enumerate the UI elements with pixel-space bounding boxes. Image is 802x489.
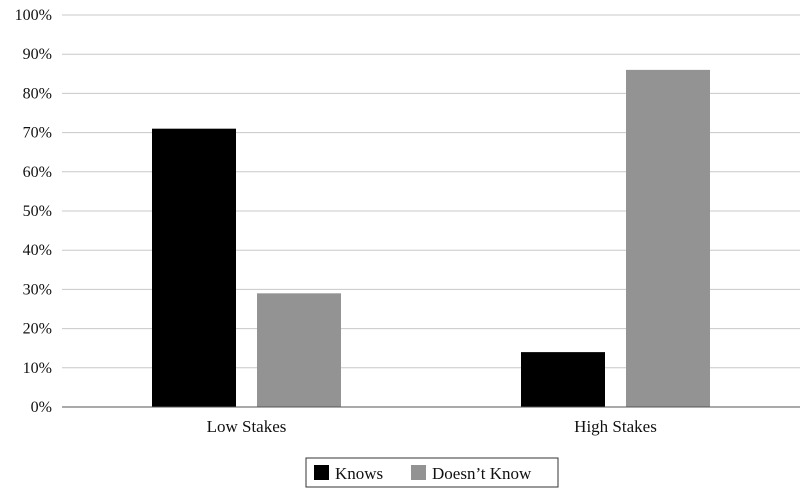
y-tick-label: 70% — [23, 125, 52, 142]
x-category-label: High Stakes — [574, 417, 657, 436]
bar-high-stakes-doesn-t-know — [626, 69, 710, 407]
y-tick-label: 0% — [31, 399, 52, 416]
y-tick-label: 30% — [23, 281, 52, 298]
y-tick-label: 40% — [23, 242, 52, 259]
y-tick-label: 80% — [23, 85, 52, 102]
x-category-label: Low Stakes — [207, 417, 287, 436]
y-axis-tick-labels: 0% 10% 20% 30% 40% 50% 60% 70% 80% 90% 100% — [15, 7, 52, 416]
legend-label-knows: Knows — [335, 464, 383, 483]
y-tick-label: 90% — [23, 46, 52, 63]
legend: Knows Doesn’t Know — [305, 457, 559, 488]
bars — [152, 69, 710, 407]
legend-frame — [305, 457, 559, 488]
bar-low-stakes-knows — [152, 128, 236, 407]
y-tick-label: 20% — [23, 321, 52, 338]
bar-high-stakes-knows — [521, 352, 605, 407]
x-axis-category-labels: Low Stakes High Stakes — [207, 417, 657, 436]
legend-label-doesnt-know: Doesn’t Know — [432, 464, 532, 483]
y-tick-label: 100% — [15, 7, 52, 24]
legend-swatch-doesnt-know — [411, 465, 426, 480]
bar-low-stakes-doesn-t-know — [257, 293, 341, 407]
y-tick-label: 60% — [23, 164, 52, 181]
y-tick-label: 10% — [23, 360, 52, 377]
legend-swatch-knows — [314, 465, 329, 480]
y-tick-label: 50% — [23, 203, 52, 220]
